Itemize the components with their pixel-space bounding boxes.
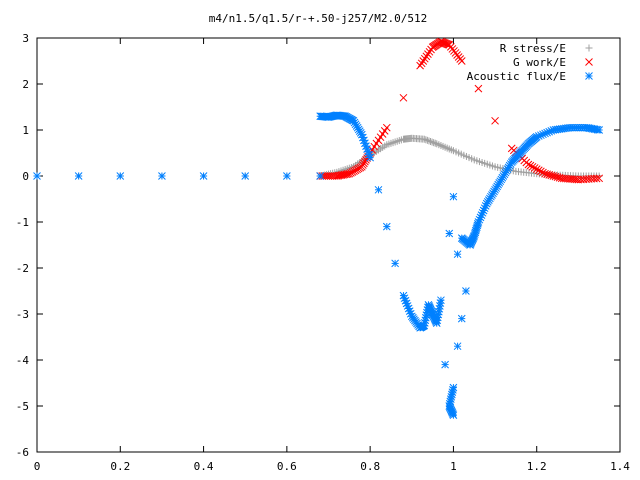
data-point bbox=[453, 250, 462, 259]
data-point-fill bbox=[532, 165, 541, 173]
data-point-fill bbox=[425, 137, 433, 145]
data-point-fill bbox=[423, 136, 431, 144]
data-point bbox=[366, 153, 374, 162]
data-point bbox=[441, 360, 449, 369]
x-tick-label: 1.4 bbox=[610, 460, 630, 473]
data-point bbox=[116, 172, 125, 180]
y-tick-label: -2 bbox=[16, 262, 29, 275]
y-tick-label: -4 bbox=[16, 354, 30, 367]
x-tick-label: 0.4 bbox=[194, 460, 214, 473]
data-point bbox=[74, 172, 83, 180]
data-point-fill bbox=[592, 174, 601, 183]
data-point-fill bbox=[342, 170, 351, 179]
data-point bbox=[374, 185, 383, 194]
data-point-fill bbox=[336, 171, 344, 180]
data-point bbox=[457, 314, 466, 323]
data-point bbox=[474, 84, 483, 93]
data-point-fill bbox=[420, 54, 429, 63]
data-point bbox=[199, 172, 208, 180]
plot-frame bbox=[36, 37, 621, 453]
data-point bbox=[595, 174, 604, 183]
data-point bbox=[445, 229, 454, 238]
x-tick-label: 1 bbox=[450, 460, 457, 473]
data-point bbox=[316, 172, 325, 180]
data-point bbox=[457, 57, 466, 65]
data-point bbox=[524, 160, 533, 169]
data-point bbox=[382, 123, 391, 132]
data-point bbox=[382, 222, 391, 231]
data-point bbox=[462, 287, 470, 295]
chart-title: m4/n1.5/q1.5/r-+.50-j257/M2.0/512 bbox=[209, 12, 428, 25]
data-point bbox=[420, 135, 428, 143]
data-marks bbox=[33, 37, 604, 420]
data-point bbox=[283, 172, 291, 180]
legend-label: G work/E bbox=[513, 56, 566, 69]
legend-label: Acoustic flux/E bbox=[467, 70, 566, 83]
x-tick-label: 1.2 bbox=[527, 460, 547, 473]
data-point-fill bbox=[337, 171, 346, 179]
data-point-fill bbox=[430, 139, 438, 147]
data-point-fill bbox=[528, 162, 537, 171]
y-tick-label: 0 bbox=[22, 170, 29, 183]
data-point bbox=[449, 192, 458, 201]
axis-ticks: 0 0.2 0.4 0.6 0.8 1 1.2 1.4 -6 -5 -4 -3 -2 -1 0 1 2 3 bbox=[16, 32, 631, 473]
legend-label: R stress/E bbox=[500, 42, 566, 55]
data-point bbox=[332, 172, 341, 180]
legend-marker bbox=[585, 44, 593, 52]
data-point-fill bbox=[530, 164, 539, 172]
y-tick-label: -3 bbox=[16, 308, 29, 321]
data-point-fill bbox=[428, 138, 436, 146]
data-point-fill bbox=[431, 139, 439, 147]
data-point bbox=[595, 126, 604, 134]
data-point-fill bbox=[422, 52, 431, 61]
data-point-fill bbox=[339, 170, 347, 179]
y-tick-label: 3 bbox=[22, 32, 29, 45]
data-point bbox=[416, 61, 424, 70]
x-tick-label: 0 bbox=[34, 460, 41, 473]
legend-marker bbox=[585, 58, 593, 66]
data-point bbox=[33, 172, 41, 180]
data-point-fill bbox=[422, 136, 430, 144]
x-tick-label: 0.2 bbox=[110, 460, 130, 473]
data-point bbox=[453, 342, 462, 351]
data-point-fill bbox=[526, 161, 535, 170]
data-point bbox=[241, 172, 250, 180]
data-point bbox=[158, 172, 166, 180]
series-2 bbox=[33, 111, 604, 420]
data-point bbox=[391, 259, 399, 268]
data-point bbox=[399, 93, 408, 102]
y-tick-label: -5 bbox=[16, 400, 29, 413]
data-point-fill bbox=[425, 47, 434, 56]
y-tick-label: -1 bbox=[16, 216, 29, 229]
data-point bbox=[437, 296, 445, 305]
data-point-fill bbox=[539, 168, 547, 177]
data-point bbox=[449, 383, 458, 392]
x-tick-label: 0.8 bbox=[360, 460, 380, 473]
data-point-fill bbox=[334, 171, 343, 180]
data-point-fill bbox=[417, 59, 426, 68]
data-point-fill bbox=[419, 57, 428, 65]
data-point-fill bbox=[534, 166, 543, 175]
x-tick-label: 0.6 bbox=[277, 460, 297, 473]
y-tick-label: 1 bbox=[22, 124, 29, 137]
y-tick-label: -6 bbox=[16, 446, 29, 459]
data-point-fill bbox=[424, 50, 432, 58]
data-point-fill bbox=[340, 170, 349, 179]
data-point-fill bbox=[427, 138, 435, 145]
data-point bbox=[491, 116, 499, 125]
y-tick-label: 2 bbox=[22, 78, 29, 91]
legend-marker bbox=[585, 72, 593, 80]
data-point-fill bbox=[537, 167, 545, 176]
